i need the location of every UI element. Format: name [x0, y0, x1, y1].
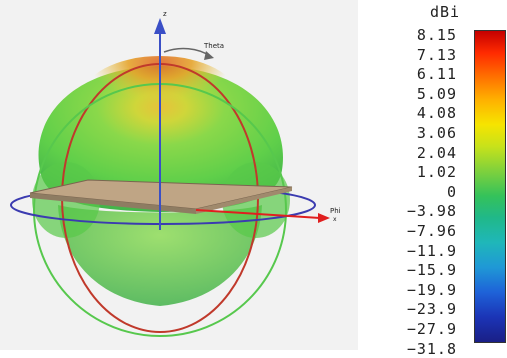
- colorbar: [474, 30, 506, 343]
- legend-tick: −3.98: [406, 202, 457, 221]
- phi-axis-arrow: [318, 213, 330, 223]
- radiation-pattern-plot: z Theta Phi x: [10, 10, 341, 337]
- legend-tick: 5.09: [416, 84, 457, 103]
- x-axis-label: x: [333, 216, 337, 223]
- legend-tick: −27.9: [406, 320, 457, 338]
- legend-tick: 6.11: [416, 65, 457, 84]
- legend-tick: 3.06: [416, 124, 457, 142]
- legend-tick: −7.96: [406, 222, 457, 240]
- theta-arc-arrow: [204, 51, 214, 60]
- legend-tick: 0: [446, 182, 457, 201]
- phi-axis: [195, 209, 321, 219]
- legend-tick: −15.9: [406, 261, 457, 280]
- 3d-viewport[interactable]: z Theta Phi x: [0, 0, 358, 350]
- legend-tick: 8.15: [416, 26, 457, 44]
- legend-tick: 7.13: [416, 45, 457, 64]
- phi-label: Phi: [330, 207, 341, 215]
- legend-unit: dBi: [430, 3, 461, 21]
- legend-tick: −19.9: [406, 280, 457, 299]
- antenna-plate-edge: [30, 193, 196, 214]
- z-axis-arrow: [154, 18, 166, 34]
- z-axis-label: z: [163, 10, 167, 18]
- theta-label: Theta: [203, 42, 224, 50]
- legend-tick: −23.9: [406, 300, 457, 319]
- legend-tick: 2.04: [416, 143, 457, 162]
- legend-tick: 1.02: [416, 163, 457, 182]
- color-legend: dBi 8.15 7.13 6.11 5.09 4.08 3.06 2.04 1.02 0 −3.…: [358, 0, 507, 357]
- antenna-plate-edge-right: [196, 187, 292, 214]
- lower-lobe: [58, 205, 262, 306]
- legend-tick: −11.9: [406, 241, 457, 260]
- legend-tick: 4.08: [416, 104, 457, 123]
- legend-tick: −31.8: [406, 339, 457, 358]
